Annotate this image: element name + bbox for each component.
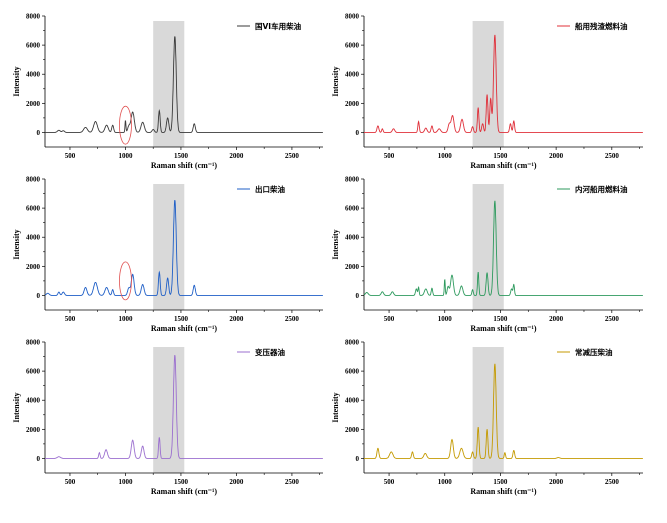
- y-tick-label: 8000: [345, 339, 360, 347]
- y-tick-label: 2000: [26, 100, 41, 108]
- x-tick-label: 2000: [229, 315, 244, 323]
- panel-2: 500 1000 1500 2000 2500 0 2000 4000 6000 8000 Rama…: [331, 13, 643, 170]
- x-tick-label: 2000: [229, 478, 244, 486]
- y-tick-label: 4000: [26, 234, 41, 242]
- x-tick-label: 1000: [438, 315, 453, 323]
- y-tick-label: 0: [37, 455, 41, 463]
- x-tick-label: 500: [65, 478, 76, 486]
- x-tick-label: 2500: [285, 152, 300, 160]
- x-axis-label: Raman shift (cm⁻¹): [470, 161, 537, 170]
- x-tick-label: 1000: [438, 478, 453, 486]
- x-tick-label: 1000: [118, 315, 133, 323]
- y-tick-label: 0: [356, 292, 360, 300]
- x-axis-label: Raman shift (cm⁻¹): [470, 487, 537, 496]
- y-tick-label: 8000: [26, 13, 41, 21]
- legend-label: 出口柴油: [255, 184, 285, 194]
- y-axis-label: Intensity: [331, 392, 340, 422]
- y-tick-label: 8000: [26, 339, 41, 347]
- y-tick-label: 0: [37, 129, 41, 137]
- x-tick-label: 1000: [118, 478, 133, 486]
- legend-label: 国VI车用柴油: [255, 21, 302, 31]
- y-tick-label: 4000: [345, 71, 360, 79]
- panel-1: 500 1000 1500 2000 2500 0 2000 4000 6000 8000 Rama…: [12, 13, 323, 170]
- x-tick-label: 2500: [605, 315, 620, 323]
- y-tick-label: 4000: [345, 234, 360, 242]
- panel-6: 500 1000 1500 2000 2500 0 2000 4000 6000 8000 Rama…: [331, 339, 643, 496]
- spectrum-line: [364, 363, 643, 459]
- y-axis-label: Intensity: [12, 229, 21, 259]
- panel-4: 500 1000 1500 2000 2500 0 2000 4000 6000 8000 Rama…: [331, 176, 643, 333]
- highlight-band: [472, 21, 504, 147]
- x-axis-label: Raman shift (cm⁻¹): [151, 324, 218, 333]
- x-tick-label: 2000: [549, 478, 564, 486]
- y-tick-label: 2000: [26, 426, 41, 434]
- y-axis-label: Intensity: [331, 66, 340, 96]
- x-tick-label: 2500: [285, 478, 300, 486]
- x-tick-label: 2000: [549, 152, 564, 160]
- highlight-ellipse: [119, 105, 132, 145]
- spectrum-line: [45, 36, 323, 133]
- x-tick-label: 1000: [438, 152, 453, 160]
- y-tick-label: 4000: [26, 397, 41, 405]
- x-axis-label: Raman shift (cm⁻¹): [470, 324, 537, 333]
- y-tick-label: 2000: [345, 263, 360, 271]
- y-tick-label: 8000: [345, 13, 360, 21]
- y-tick-label: 6000: [26, 42, 41, 50]
- y-tick-label: 8000: [26, 176, 41, 184]
- y-tick-label: 6000: [345, 368, 360, 376]
- y-axis-label: Intensity: [12, 66, 21, 96]
- y-tick-label: 6000: [345, 205, 360, 213]
- x-tick-label: 2000: [229, 152, 244, 160]
- y-tick-label: 4000: [345, 397, 360, 405]
- x-tick-label: 1500: [174, 152, 189, 160]
- x-tick-label: 1000: [118, 152, 133, 160]
- x-tick-label: 1500: [493, 152, 508, 160]
- x-tick-label: 1500: [174, 315, 189, 323]
- legend-label: 内河船用燃料油: [575, 184, 628, 194]
- x-tick-label: 500: [384, 315, 395, 323]
- y-axis-label: Intensity: [331, 229, 340, 259]
- x-tick-label: 500: [65, 315, 76, 323]
- x-tick-label: 2500: [605, 478, 620, 486]
- highlight-band: [472, 347, 504, 473]
- x-tick-label: 1500: [174, 478, 189, 486]
- x-tick-label: 1500: [493, 315, 508, 323]
- spectrum-line: [44, 199, 323, 296]
- x-tick-label: 2500: [285, 315, 300, 323]
- y-tick-label: 2000: [26, 263, 41, 271]
- x-axis-label: Raman shift (cm⁻¹): [151, 161, 218, 170]
- x-tick-label: 2000: [549, 315, 564, 323]
- legend-label: 常减压柴油: [575, 347, 613, 357]
- x-tick-label: 500: [384, 152, 395, 160]
- y-tick-label: 2000: [345, 426, 360, 434]
- y-tick-label: 2000: [345, 100, 360, 108]
- x-tick-label: 500: [65, 152, 76, 160]
- y-tick-label: 6000: [26, 368, 41, 376]
- panel-3: 500 1000 1500 2000 2500 0 2000 4000 6000 8000 Rama…: [12, 176, 323, 333]
- y-tick-label: 0: [356, 129, 360, 137]
- y-tick-label: 6000: [26, 205, 41, 213]
- legend-label: 变压器油: [255, 347, 285, 357]
- y-tick-label: 6000: [345, 42, 360, 50]
- spectrum-line: [45, 354, 323, 459]
- x-tick-label: 2500: [605, 152, 620, 160]
- x-tick-label: 500: [384, 478, 395, 486]
- x-tick-label: 1500: [493, 478, 508, 486]
- panel-5: 500 1000 1500 2000 2500 0 2000 4000 6000 8000 Rama…: [12, 339, 323, 496]
- y-tick-label: 0: [356, 455, 360, 463]
- x-axis-label: Raman shift (cm⁻¹): [151, 487, 218, 496]
- highlight-ellipse: [119, 261, 132, 301]
- legend-label: 船用残渣燃料油: [575, 21, 628, 31]
- y-axis-label: Intensity: [12, 392, 21, 422]
- y-tick-label: 4000: [26, 71, 41, 79]
- spectrum-line: [363, 200, 643, 296]
- y-tick-label: 8000: [345, 176, 360, 184]
- spectrum-line: [364, 34, 643, 133]
- y-tick-label: 0: [37, 292, 41, 300]
